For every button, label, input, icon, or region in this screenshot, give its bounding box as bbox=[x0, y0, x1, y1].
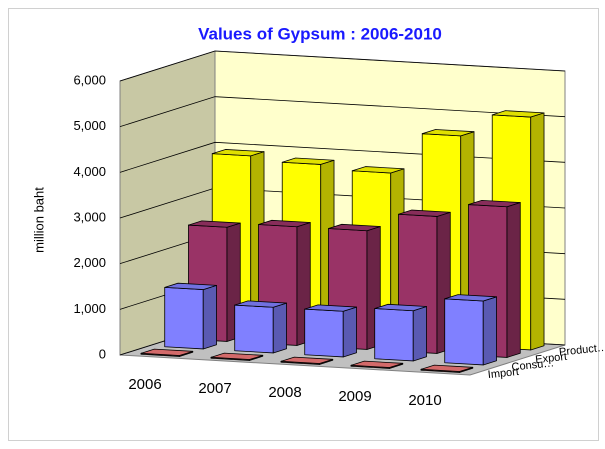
bar-top bbox=[211, 149, 265, 157]
bar-side bbox=[482, 296, 497, 366]
bar bbox=[420, 364, 474, 373]
bar-top bbox=[468, 199, 521, 208]
bar-front bbox=[444, 298, 484, 366]
chart-title: Values of Gypsum : 2006-2010 bbox=[198, 24, 442, 43]
bar-top bbox=[328, 223, 381, 232]
bar-top bbox=[164, 282, 217, 290]
y-axis-label: million baht bbox=[31, 187, 46, 253]
depth-label: Product… bbox=[558, 342, 605, 359]
bar bbox=[280, 356, 334, 365]
chart-frame bbox=[8, 8, 599, 441]
bar-top bbox=[420, 364, 474, 372]
bar-top bbox=[350, 360, 404, 368]
bar-front bbox=[234, 304, 274, 354]
x-tick-label: 2010 bbox=[408, 392, 441, 409]
bar bbox=[164, 282, 217, 350]
bar-side bbox=[412, 306, 427, 362]
grid-line bbox=[119, 50, 566, 82]
y-tick-label: 2,000 bbox=[73, 255, 106, 270]
bar-side bbox=[342, 306, 357, 358]
bar-top bbox=[491, 110, 545, 118]
bar-front bbox=[304, 308, 344, 358]
y-tick-label: 1,000 bbox=[73, 301, 106, 316]
bar-front bbox=[374, 308, 414, 362]
bar-top bbox=[188, 220, 241, 228]
bar bbox=[234, 300, 287, 354]
bar-top bbox=[210, 352, 264, 360]
depth-label: Consu… bbox=[511, 357, 555, 373]
bar-top bbox=[304, 304, 357, 312]
bar-top bbox=[374, 303, 427, 312]
bar bbox=[210, 352, 264, 361]
bar-top bbox=[351, 166, 405, 174]
bar-top bbox=[421, 129, 475, 137]
bar-top bbox=[280, 356, 334, 364]
bar-side bbox=[272, 302, 287, 354]
depth-label: Import bbox=[487, 366, 519, 381]
y-tick-label: 5,000 bbox=[73, 118, 106, 133]
x-tick-label: 2008 bbox=[268, 384, 301, 401]
y-tick-label: 0 bbox=[99, 346, 106, 361]
depth-label: Export bbox=[535, 351, 568, 366]
bar-front bbox=[164, 286, 204, 350]
bar-side bbox=[202, 284, 217, 350]
bar bbox=[304, 304, 357, 358]
bar bbox=[140, 348, 194, 357]
bar-side bbox=[530, 112, 545, 351]
x-tick-label: 2009 bbox=[338, 388, 371, 405]
y-tick-label: 6,000 bbox=[73, 72, 106, 87]
bar-top bbox=[258, 219, 311, 228]
y-tick-label: 4,000 bbox=[73, 164, 106, 179]
x-tick-label: 2007 bbox=[198, 380, 231, 397]
x-tick-label: 2006 bbox=[128, 376, 161, 393]
bar-top bbox=[234, 300, 287, 308]
bar-top bbox=[398, 209, 451, 217]
bar bbox=[444, 294, 497, 366]
bar-side bbox=[506, 202, 521, 358]
bar-top bbox=[140, 348, 194, 356]
bar bbox=[374, 303, 427, 362]
bar bbox=[350, 360, 404, 369]
y-tick-label: 3,000 bbox=[73, 209, 106, 224]
grid-line bbox=[119, 96, 566, 128]
bar-top bbox=[444, 294, 497, 302]
bar-top bbox=[281, 157, 335, 165]
